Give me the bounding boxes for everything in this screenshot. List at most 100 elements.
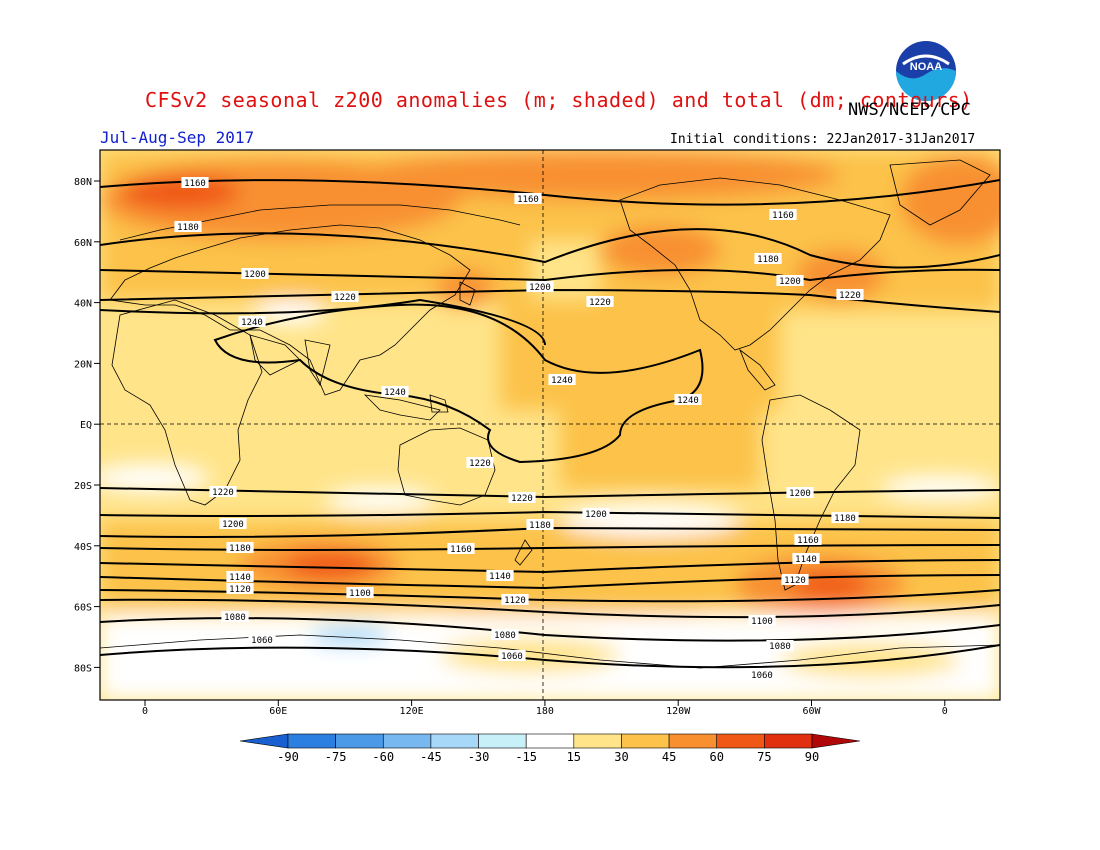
contour-label-bg bbox=[466, 457, 494, 468]
contour-label: 1140 bbox=[229, 573, 251, 583]
contour-label-bg bbox=[221, 611, 249, 622]
lon-label: 60E bbox=[269, 706, 287, 717]
map-frame bbox=[99, 149, 1001, 701]
contour-label-bg bbox=[786, 487, 814, 498]
contour-label: 1160 bbox=[517, 195, 539, 205]
contour-label-bg bbox=[754, 253, 782, 264]
colorbar-label: -75 bbox=[325, 750, 347, 764]
colorbar-label: 15 bbox=[567, 750, 581, 764]
colorbar-cell bbox=[478, 733, 527, 749]
contour-label: 1100 bbox=[349, 589, 371, 599]
contour-label-bg bbox=[781, 574, 809, 585]
contour-label-bg bbox=[181, 177, 209, 188]
contour-label: 1220 bbox=[469, 459, 491, 469]
noaa-logo: NOAA bbox=[895, 40, 957, 102]
lat-label: 60N bbox=[74, 238, 92, 249]
contour-label-bg bbox=[226, 571, 254, 582]
contour-label-bg bbox=[794, 534, 822, 545]
colorbar-cell bbox=[335, 733, 384, 749]
colorbar-cell bbox=[382, 733, 432, 749]
contour-label: 1120 bbox=[784, 576, 806, 586]
lat-label: 80N bbox=[74, 177, 92, 188]
contour-label: 1240 bbox=[551, 376, 573, 386]
contour-label: 1200 bbox=[529, 283, 551, 293]
contour-label: 1080 bbox=[494, 631, 516, 641]
contour-label: 1160 bbox=[184, 179, 206, 189]
contour-label-bg bbox=[526, 281, 554, 292]
contour-label: 1200 bbox=[222, 520, 244, 530]
contour-labels: 1160 1160 1160 1180 1180 1200 1200 1200 1220 1220… bbox=[174, 177, 864, 681]
colorbar-label: 30 bbox=[614, 750, 628, 764]
contour-label-bg bbox=[548, 374, 576, 385]
colorbar: -90 -75 -60 -45 -30 -15 15 30 45 60 75 90 bbox=[239, 733, 861, 764]
agency-label: NWS/NCEP/CPC bbox=[848, 100, 971, 120]
colorbar-label: 60 bbox=[710, 750, 724, 764]
contour-label-bg bbox=[792, 553, 820, 564]
contour-label-bg bbox=[238, 316, 266, 327]
contour-label: 1120 bbox=[229, 585, 251, 595]
chart-title: CFSv2 seasonal z200 anomalies (m; shaded… bbox=[145, 88, 973, 112]
contour-label: 1200 bbox=[789, 489, 811, 499]
contour-label-bg bbox=[241, 268, 269, 279]
contour-label-bg bbox=[209, 486, 237, 497]
contour-label: 1060 bbox=[501, 652, 523, 662]
contour-label: 1220 bbox=[589, 298, 611, 308]
lon-label: 0 bbox=[142, 706, 148, 717]
contour-label: 1220 bbox=[511, 494, 533, 504]
colorbar-cell bbox=[573, 733, 622, 749]
colorbar-label: -90 bbox=[277, 750, 299, 764]
colorbar-cell bbox=[525, 733, 575, 749]
contour-label: 1080 bbox=[224, 613, 246, 623]
contour-label: 1240 bbox=[677, 396, 699, 406]
lon-label: 180 bbox=[536, 706, 554, 717]
contour-label-bg bbox=[226, 583, 254, 594]
contour-label-bg bbox=[501, 594, 529, 605]
contour-label-bg bbox=[748, 615, 776, 626]
contour-label-bg bbox=[248, 634, 276, 645]
contour-label-bg bbox=[381, 386, 409, 397]
lon-label: 120W bbox=[666, 706, 691, 717]
contour-label: 1220 bbox=[212, 488, 234, 498]
contour-label-bg bbox=[346, 587, 374, 598]
colorbar-cell bbox=[239, 733, 289, 749]
initial-conditions-label: Initial conditions: 22Jan2017-31Jan2017 bbox=[670, 132, 976, 147]
colorbar-label: -45 bbox=[420, 750, 442, 764]
colorbar-cell bbox=[716, 733, 765, 749]
colorbar-cell bbox=[430, 733, 479, 749]
anomaly-shading bbox=[100, 150, 1000, 700]
contour-label-bg bbox=[331, 291, 359, 302]
contour-label: 1060 bbox=[751, 671, 773, 681]
lon-label: 120E bbox=[400, 706, 424, 717]
contour-label: 1220 bbox=[334, 293, 356, 303]
contour-label-bg bbox=[491, 629, 519, 640]
colorbar-label: -60 bbox=[372, 750, 394, 764]
contour-label: 1200 bbox=[779, 277, 801, 287]
colorbar-cell bbox=[811, 733, 861, 749]
lon-label: 60W bbox=[802, 706, 821, 717]
contour-label-bg bbox=[748, 669, 776, 680]
contour-label-bg bbox=[836, 289, 864, 300]
contour-label: 1100 bbox=[751, 617, 773, 627]
contour-label: 1160 bbox=[450, 545, 472, 555]
contour-label-bg bbox=[219, 518, 247, 529]
contour-label-bg bbox=[526, 519, 554, 530]
contour-label: 1120 bbox=[504, 596, 526, 606]
colorbar-label: 75 bbox=[757, 750, 771, 764]
longitude-labels: 0 60E 120E 180 120W 60W 0 bbox=[142, 700, 948, 717]
lon-label: 0 bbox=[942, 706, 948, 717]
contour-label-bg bbox=[674, 394, 702, 405]
lat-label: 40S bbox=[74, 542, 92, 553]
contour-label-bg bbox=[486, 570, 514, 581]
contour-label: 1180 bbox=[834, 514, 856, 524]
contour-label-bg bbox=[586, 296, 614, 307]
noaa-logo-text: NOAA bbox=[910, 61, 942, 73]
contour-label-bg bbox=[776, 275, 804, 286]
contour-label-bg bbox=[174, 221, 202, 232]
lat-label: 40N bbox=[74, 299, 92, 310]
contour-label: 1140 bbox=[489, 572, 511, 582]
colorbar-label: -30 bbox=[468, 750, 490, 764]
contour-label-bg bbox=[582, 508, 610, 519]
contour-label-bg bbox=[766, 640, 794, 651]
season-label: Jul-Aug-Sep 2017 bbox=[100, 128, 255, 147]
